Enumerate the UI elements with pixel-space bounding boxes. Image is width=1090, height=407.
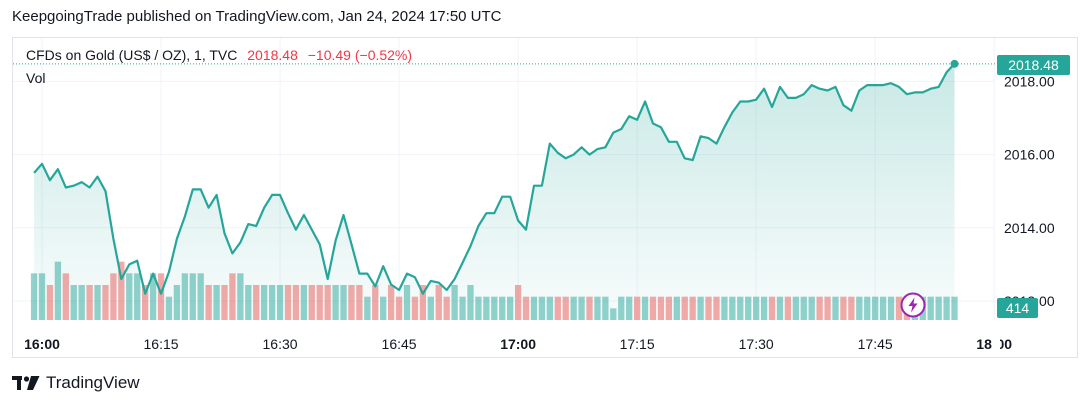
volume-bar <box>951 296 958 320</box>
tradingview-logo-icon[interactable] <box>12 375 40 391</box>
x-tick-label: 16:00 <box>24 336 60 352</box>
price-change-label: −10.49 (−0.52%) <box>307 47 413 63</box>
last-price-dot <box>950 59 959 68</box>
x-tick-label: 17:00 <box>500 336 536 352</box>
volume-legend-label[interactable]: Vol <box>26 70 46 86</box>
x-tick-label: 17:45 <box>858 336 893 352</box>
last-price-label: 2018.48 <box>247 47 298 63</box>
y-tick-label: 2016.00 <box>1004 147 1055 163</box>
chart-legend: CFDs on Gold (US$ / OZ), 1, TVC 2018.48 … <box>26 47 412 63</box>
volume-badge: 414 <box>997 298 1038 318</box>
publish-header: KeepgoingTrade published on TradingView.… <box>12 8 502 25</box>
lightning-bolt-icon[interactable] <box>900 292 926 318</box>
x-tick-label: 17:15 <box>620 336 655 352</box>
y-tick-label: 2014.00 <box>1004 220 1055 236</box>
x-tick-label: 17:30 <box>739 336 774 352</box>
footer: TradingView <box>12 373 140 393</box>
price-area-fill <box>34 63 955 321</box>
x-tick-label: 16:45 <box>382 336 417 352</box>
symbol-label[interactable]: CFDs on Gold (US$ / OZ), 1, TVC <box>26 47 238 63</box>
last-price-badge: 2018.48 <box>997 55 1070 75</box>
footer-brand[interactable]: TradingView <box>46 373 140 392</box>
volume-bar <box>30 273 38 320</box>
x-tick-label: 16:30 <box>263 336 298 352</box>
axis-corner-mask <box>992 336 1000 356</box>
x-tick-label: 16:15 <box>144 336 179 352</box>
price-line <box>33 63 956 295</box>
y-tick-label: 2018.00 <box>1004 73 1055 89</box>
